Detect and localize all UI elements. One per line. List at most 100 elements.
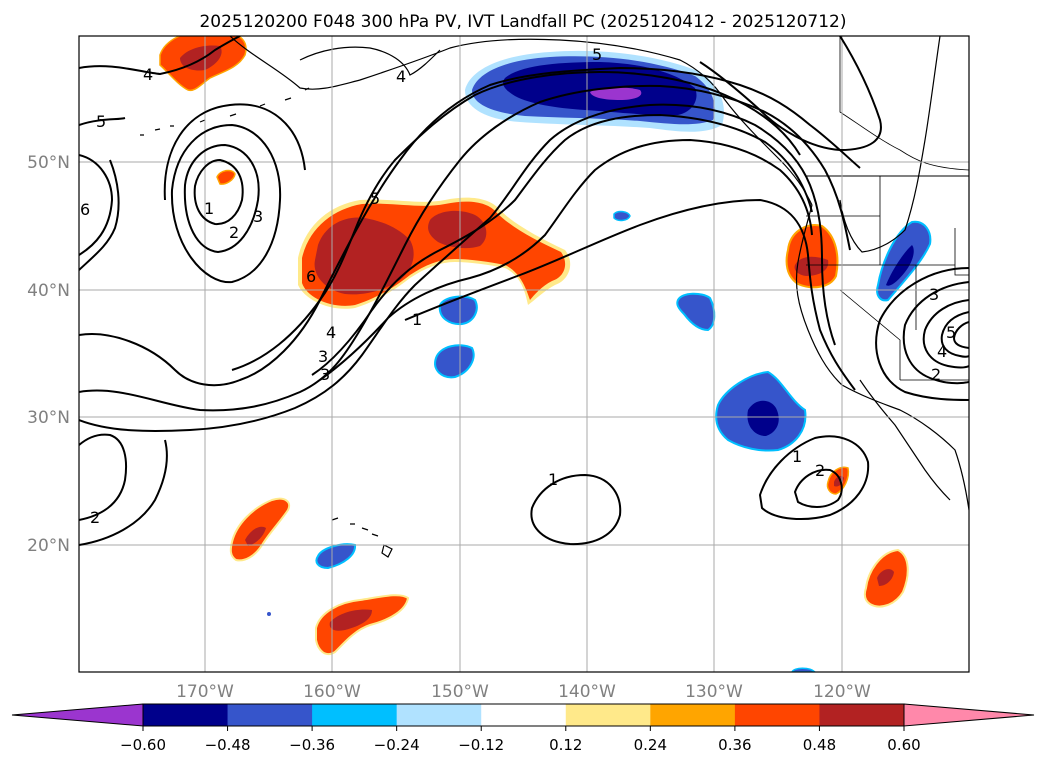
lat-label: 50°N: [27, 153, 70, 173]
pos-blob-158w-13n: [315, 594, 410, 656]
contour-label: 2: [229, 223, 239, 242]
contour-label: 6: [306, 267, 316, 286]
contour-label: 2: [815, 461, 825, 480]
colorbar-tick-label: −0.60: [120, 736, 166, 754]
alaska-coast: [229, 36, 813, 206]
contour-label: 5: [946, 323, 956, 342]
lat-label: 20°N: [27, 536, 70, 556]
colorbar-extend-max: [903, 703, 1035, 727]
pos-blob-158w-13n-dark: [329, 609, 372, 631]
lon-label: 120°W: [813, 682, 871, 702]
lon-label: 150°W: [431, 682, 489, 702]
colorbar: −0.60 −0.48 −0.36 −0.24 −0.12 0.12 0.24 0.36 0.4…: [11, 703, 1035, 754]
lat-labels: 50°N 40°N 30°N 20°N: [27, 153, 70, 556]
neg-blob-131w-38n: [676, 292, 716, 332]
aleutian-islands: [140, 87, 310, 136]
bristol-bay-coast: [299, 46, 441, 76]
pv-contour-trough-2: [183, 143, 260, 254]
contour-label: 2: [90, 508, 100, 527]
colorbar-ticks: −0.60 −0.48 −0.36 −0.24 −0.12 0.12 0.24 0.36 0.4…: [120, 726, 921, 754]
contour-label: 4: [937, 342, 947, 361]
neg-blob-150w-34n: [434, 344, 475, 379]
pv-contour-east-1: [404, 198, 856, 391]
pv-contour-southwest-outer: [79, 439, 168, 546]
pv-contour-ridge-3: [79, 103, 836, 432]
contour-label: 2: [931, 365, 941, 384]
pos-blob-california-dark: [794, 256, 829, 276]
pv-contour-nv-outer: [875, 267, 969, 401]
pos-blob-168w-48n: [216, 169, 236, 185]
neg-dot-165w-15n: [267, 612, 271, 616]
pv-contour-1-closed: [530, 473, 622, 546]
colorbar-segments: [11, 703, 1035, 727]
contour-label: 1: [204, 199, 214, 218]
contour-label: 6: [80, 200, 90, 219]
hawaii-islands: [331, 517, 393, 558]
colorbar-tick-label: −0.24: [374, 736, 420, 754]
colorbar-extend-min: [11, 703, 144, 727]
contour-label: 3: [318, 347, 328, 366]
colorbar-segment: [734, 704, 820, 726]
map-frame: [78, 35, 970, 673]
contour-label: 4: [143, 65, 153, 84]
colorbar-tick-label: −0.12: [458, 736, 504, 754]
central-pacific-positive-dark-2: [428, 210, 487, 249]
pv-contour-nv-2: [922, 299, 969, 369]
lon-label: 140°W: [558, 682, 616, 702]
pv-contour-5-west: [79, 117, 126, 126]
pv-contour-nv-1: [902, 281, 969, 385]
neg-blob-150w-39n: [438, 295, 478, 326]
colorbar-segment: [819, 704, 905, 726]
contour-label: 4: [396, 67, 406, 86]
pv-contour-ridge-5: [311, 113, 813, 376]
pv-contour-4-topleft: [79, 36, 241, 76]
lat-label: 40°N: [27, 281, 70, 301]
neg-blob-160w-20n: [315, 543, 357, 570]
contour-label: 4: [326, 323, 336, 342]
colorbar-tick-label: 0.24: [634, 736, 667, 754]
map-area: [79, 36, 969, 672]
pv-contour-nv-3: [940, 311, 969, 358]
contour-label: 1: [792, 447, 802, 466]
pv-contour-2-east: [793, 468, 843, 508]
colorbar-segment: [143, 704, 229, 726]
pv-contour-ridge-4: [231, 70, 801, 371]
pv-contour-trough-4: [163, 103, 306, 201]
figure-title: 2025120200 F048 300 hPa PV, IVT Landfall…: [199, 12, 846, 32]
pv-contour-ridge-6: [319, 138, 813, 381]
colorbar-segment: [227, 704, 313, 726]
colorbar-tick-label: 0.12: [549, 736, 582, 754]
contour-label: 5: [592, 45, 602, 64]
negative-fills: [267, 50, 932, 672]
neg-blob-126w-30n-dark: [747, 400, 779, 436]
colorbar-segment: [312, 704, 398, 726]
lon-label: 160°W: [303, 682, 361, 702]
pv-contour-ridge-2: [79, 84, 851, 412]
colorbar-segment: [565, 704, 651, 726]
lat-label: 30°N: [27, 408, 70, 428]
colorbar-tick-label: −0.48: [205, 736, 251, 754]
contour-label: 3: [253, 207, 263, 226]
lon-label: 130°W: [685, 682, 743, 702]
pv-contour-nv-4: [952, 321, 969, 349]
interior-coastline: [839, 36, 941, 253]
contour-label: 1: [412, 310, 422, 329]
colorbar-tick-label: 0.60: [887, 736, 920, 754]
pv-contour-trough-1: [193, 158, 244, 226]
colorbar-tick-label: 0.36: [718, 736, 751, 754]
contour-label: 3: [929, 285, 939, 304]
pv-contours: [79, 36, 969, 546]
gulf-of-alaska-negative-min: [590, 87, 642, 100]
colorbar-frame: [142, 703, 905, 727]
pv-contour-trough-3: [170, 123, 282, 284]
contour-label: 1: [548, 470, 558, 489]
pv-contour-1-east: [758, 435, 870, 520]
colorbar-segment: [481, 704, 567, 726]
pos-blob-116w-17n-dark: [877, 569, 894, 586]
contour-label: 3: [320, 365, 330, 384]
contour-label: 5: [370, 189, 380, 208]
pv-contour-west-band: [79, 159, 120, 271]
colorbar-tick-label: 0.48: [803, 736, 836, 754]
